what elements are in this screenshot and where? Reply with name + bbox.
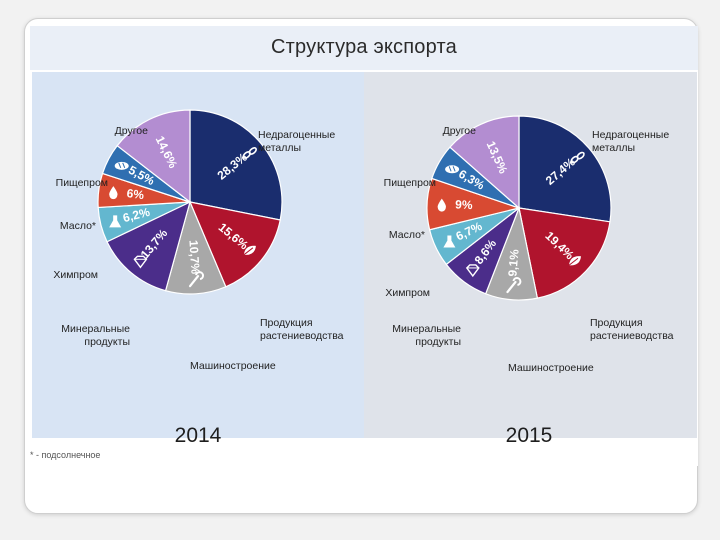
category-label-food: Пищепром (56, 177, 108, 189)
chart-title: Структура экспорта (271, 36, 457, 58)
slice-metals (189, 109, 283, 221)
year-label-2015: 2015 (505, 424, 553, 447)
chain-icon (242, 147, 257, 159)
value-label-oil: 9% (455, 197, 473, 212)
category-label-other: Другое (115, 125, 149, 137)
value-label-oil: 6% (126, 186, 145, 202)
slice-crops (518, 207, 611, 299)
category-label-chem: Химпром (385, 287, 430, 299)
slice-other (116, 109, 191, 204)
category-label-oil: Масло* (60, 220, 96, 232)
diamond-icon (465, 264, 480, 278)
drop-icon (109, 186, 118, 200)
category-label-metals: Недрагоценные металлы (592, 129, 669, 154)
flask-icon (109, 215, 122, 228)
flask-icon (443, 235, 456, 248)
drop-icon (437, 198, 446, 212)
category-label-minerals: Минеральные продукты (392, 323, 461, 348)
slice-other (449, 115, 520, 210)
wrench-icon (188, 271, 204, 288)
category-label-machinery: Машиностроение (508, 362, 594, 374)
category-label-minerals: Минеральные продукты (61, 323, 130, 348)
pie-2015: 27,4%19,4%9,1%8,6%6,7%9%6,3%13,5% (426, 115, 612, 301)
wrench-icon (506, 277, 522, 294)
footnote: * - подсолнечное (30, 450, 101, 460)
category-label-chem: Химпром (53, 269, 98, 281)
title-bar: Структура экспорта (30, 26, 698, 70)
category-label-crops: Продукция растениеводства (260, 317, 344, 342)
value-label-machinery: 10,7% (186, 240, 202, 275)
value-label-machinery: 9,1% (505, 248, 521, 277)
category-label-metals: Недрагоценные металлы (258, 129, 335, 154)
export-structure-figure: Структура экспорта 28,3% 15,6% 10,7% 13,7% 6… (30, 26, 698, 466)
category-label-other: Другое (443, 125, 477, 137)
bread-icon (114, 161, 129, 170)
category-label-machinery: Машиностроение (190, 360, 276, 372)
year-label-2014: 2014 (174, 424, 222, 447)
bread-icon (445, 165, 460, 174)
pie-charts-svg: 28,3%15,6%10,7%13,7%6,2%6%5,5%14,6% Недра… (53, 109, 674, 374)
slice-metals (518, 115, 612, 223)
leaf-icon (568, 256, 582, 266)
category-label-food: Пищепром (384, 177, 436, 189)
category-label-crops: Продукция растениеводства (590, 317, 674, 342)
diamond-icon (133, 255, 148, 269)
slice-minerals (106, 200, 191, 292)
slice-crops (189, 201, 281, 288)
value-label-chem: 6,2% (121, 205, 151, 225)
leaf-icon (243, 245, 256, 256)
pie-2014: 28,3%15,6%10,7%13,7%6,2%6%5,5%14,6% (97, 109, 283, 295)
chain-icon (570, 151, 585, 164)
category-label-oil: Масло* (389, 229, 425, 241)
